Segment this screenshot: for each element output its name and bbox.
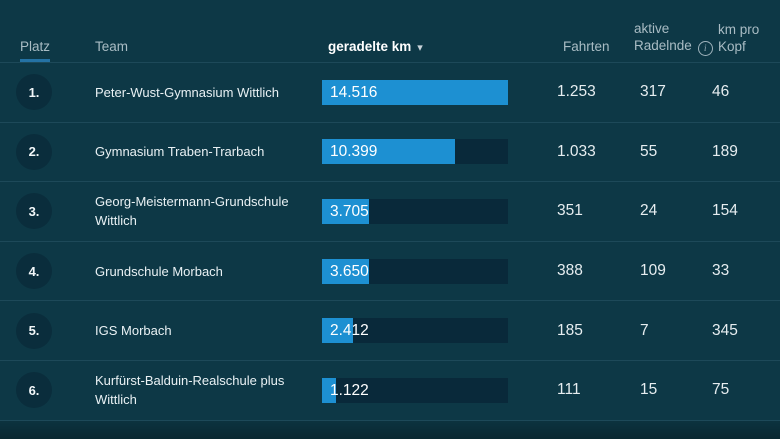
column-header-team[interactable]: Team: [95, 39, 129, 54]
aktive-radelnde-value: 55: [640, 142, 658, 160]
fahrten-value: 111: [557, 381, 581, 399]
aktive-radelnde-value: 15: [640, 381, 658, 399]
info-icon[interactable]: i: [697, 41, 713, 56]
aktive-radelnde-header-label: aktive Radelnde: [634, 21, 692, 53]
fahrten-value: 1.033: [557, 142, 596, 160]
rank-badge: 4.: [16, 253, 52, 290]
aktive-radelnde-value: 24: [640, 202, 658, 220]
rank-label: 3.: [28, 203, 40, 219]
km-pro-kopf-value: 46: [712, 83, 730, 101]
km-bar-fill: [322, 377, 337, 403]
fahrten-value: 185: [557, 321, 583, 339]
km-value-label: 1.122: [330, 381, 369, 399]
km-bar-track: 14.516: [322, 79, 508, 105]
km-bar-fill: [322, 258, 369, 284]
km-bar-cell: 3.705: [322, 198, 508, 224]
km-value-label: 10.399: [330, 143, 378, 161]
km-bar-track: 3.650: [322, 258, 508, 284]
aktive-radelnde-value: 109: [640, 262, 666, 280]
table-body: 1. Peter-Wust-Gymnasium Wittlich 14.516 …: [0, 63, 780, 421]
rank-badge: 2.: [16, 133, 52, 170]
km-bar-track: 1.122: [322, 377, 508, 403]
rank-cell: 4.: [0, 253, 95, 290]
column-header-geradelte-km[interactable]: geradelte km ▾: [322, 38, 514, 55]
km-bar-fill: [322, 79, 508, 105]
table-row: 3. Georg-Meistermann-Grundschule Wittlic…: [0, 182, 780, 242]
rank-label: 5.: [28, 323, 40, 339]
km-value-label: 14.516: [330, 83, 378, 101]
team-name: IGS Morbach: [95, 323, 172, 339]
bottom-fade: [0, 420, 780, 439]
column-header-fahrten[interactable]: Fahrten: [563, 39, 610, 54]
km-bar-track: 3.705: [322, 198, 508, 224]
km-bar-fill: [322, 198, 370, 224]
rank-cell: 2.: [0, 133, 95, 170]
team-name: Gymnasium Traben-Trarbach: [95, 144, 265, 160]
rank-cell: 5.: [0, 312, 95, 349]
geradelte-km-header-label: geradelte km: [328, 39, 412, 54]
km-pro-kopf-value: 33: [712, 262, 730, 280]
column-header-km-pro-kopf[interactable]: km pro Kopf: [718, 22, 760, 54]
km-bar-cell: 1.122: [322, 377, 508, 403]
km-pro-kopf-value: 154: [712, 202, 738, 220]
team-name: Kurfürst-Balduin-Realschule plus Wittlic…: [95, 373, 285, 408]
rank-cell: 3.: [0, 193, 95, 230]
rank-label: 1.: [28, 84, 40, 100]
km-value-label: 3.705: [330, 202, 369, 220]
km-bar-cell: 10.399: [322, 139, 508, 165]
table-row: 5. IGS Morbach 2.412 185 7 345: [0, 301, 780, 361]
km-bar-cell: 2.412: [322, 318, 508, 344]
rank-badge: 1.: [16, 74, 52, 111]
team-name: Georg-Meistermann-Grundschule Wittlich: [95, 194, 289, 229]
km-bar-cell: 3.650: [322, 258, 508, 284]
rank-cell: 6.: [0, 372, 95, 409]
rank-badge: 6.: [16, 372, 52, 409]
km-pro-kopf-value: 345: [712, 321, 738, 339]
table-row: 2. Gymnasium Traben-Trarbach 10.399 1.03…: [0, 123, 780, 183]
fahrten-value: 1.253: [557, 83, 596, 101]
rank-badge: 3.: [16, 193, 52, 230]
team-name: Grundschule Morbach: [95, 263, 223, 279]
rank-badge: 5.: [16, 312, 52, 349]
km-bar-track: 2.412: [322, 318, 508, 344]
table-row: 6. Kurfürst-Balduin-Realschule plus Witt…: [0, 361, 780, 421]
table-row: 1. Peter-Wust-Gymnasium Wittlich 14.516 …: [0, 63, 780, 123]
rank-label: 4.: [28, 263, 40, 279]
km-bar-fill: [322, 318, 353, 344]
column-header-aktive-radelnde[interactable]: aktive Radelnde i: [634, 3, 718, 56]
rank-label: 6.: [28, 382, 40, 398]
platz-header-label: Platz: [20, 38, 51, 62]
table-row: 4. Grundschule Morbach 3.650 388 109 33: [0, 242, 780, 302]
km-bar-cell: 14.516: [322, 79, 508, 105]
aktive-radelnde-value: 7: [640, 321, 649, 339]
km-value-label: 2.412: [330, 322, 369, 340]
km-pro-kopf-value: 75: [712, 381, 730, 399]
table-header: Platz Team geradelte km ▾ Fahrten aktive…: [0, 0, 780, 63]
team-name: Peter-Wust-Gymnasium Wittlich: [95, 84, 279, 100]
rank-cell: 1.: [0, 74, 95, 111]
km-bar-fill: [322, 139, 456, 165]
aktive-radelnde-value: 317: [640, 83, 666, 101]
km-value-label: 3.650: [330, 262, 369, 280]
sort-descending-icon: ▾: [417, 42, 423, 54]
km-bar-track: 10.399: [322, 139, 508, 165]
column-header-platz[interactable]: Platz: [0, 21, 95, 62]
km-pro-kopf-value: 189: [712, 142, 738, 160]
fahrten-value: 388: [557, 262, 583, 280]
fahrten-value: 351: [557, 202, 583, 220]
rank-label: 2.: [28, 144, 40, 160]
